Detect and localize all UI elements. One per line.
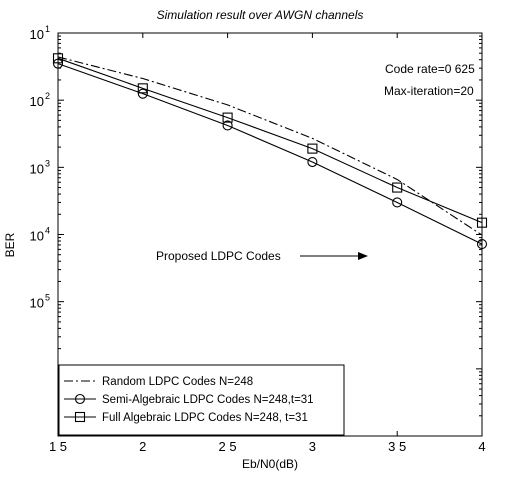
x-tick-label: 3: [309, 439, 316, 454]
legend-label: Semi-Algebraic LDPC Codes N=248,t=31: [102, 394, 314, 406]
x-tick-label: 4: [478, 439, 485, 454]
legend: Random LDPC Codes N=248 Semi-Algebraic LD…: [58, 364, 345, 436]
series-line: [57, 63, 483, 245]
data-point: [392, 182, 403, 193]
y-tick-exponent: 5: [45, 293, 50, 303]
series-line: [57, 57, 483, 224]
legend-item: Semi-Algebraic LDPC Codes N=248,t=31: [64, 393, 314, 406]
y-axis-label: BER: [3, 232, 17, 257]
data-point: [222, 120, 233, 131]
series-line: [57, 56, 483, 236]
y-tick-label: 10: [30, 27, 44, 42]
x-tick-label: 1 5: [49, 439, 67, 454]
data-point: [137, 83, 148, 94]
legend-box: [58, 364, 345, 436]
series-0: [57, 56, 483, 236]
legend-item: Full Algebraic LDPC Codes N=248, t=31: [64, 411, 308, 424]
y-tick-exponent: 4: [45, 226, 50, 236]
data-point: [392, 197, 403, 208]
y-tick-label: 10: [30, 161, 44, 176]
y-tick-label: 10: [30, 229, 44, 244]
y-tick-exponent: 1: [45, 24, 50, 34]
chart-title: Simulation result over AWGN channels: [157, 8, 364, 22]
annotation-max-iteration: Max-iteration=20: [384, 84, 474, 98]
legend-label: Random LDPC Codes N=248: [102, 376, 253, 388]
x-axis-label: Eb/N0(dB): [242, 457, 298, 471]
y-tick-label: 10: [30, 94, 44, 109]
data-point: [137, 88, 148, 99]
annotation-proposed: Proposed LDPC Codes: [156, 249, 281, 263]
data-point: [74, 411, 86, 423]
data-point: [52, 58, 64, 69]
data-point: [476, 217, 488, 228]
legend-item: Random LDPC Codes N=248: [64, 376, 253, 388]
series-1: [52, 58, 488, 250]
y-tick-exponent: 2: [45, 91, 50, 101]
y-tick-exponent: 3: [45, 158, 50, 168]
annotation-arrow: [300, 252, 368, 260]
data-point: [307, 143, 318, 154]
data-point: [52, 53, 64, 64]
data-point: [307, 156, 318, 168]
series-layer: [52, 53, 488, 250]
data-point: [222, 112, 233, 123]
x-tick-label: 2: [139, 439, 146, 454]
series-2: [52, 53, 488, 228]
legend-label: Full Algebraic LDPC Codes N=248, t=31: [102, 412, 308, 424]
annotation-code-rate: Code rate=0 625: [385, 62, 475, 76]
y-tick-label: 10: [30, 296, 44, 311]
x-tick-label: 3 5: [388, 439, 406, 454]
x-tick-label: 2 5: [219, 439, 237, 454]
data-point: [476, 239, 488, 250]
data-point: [74, 393, 86, 405]
